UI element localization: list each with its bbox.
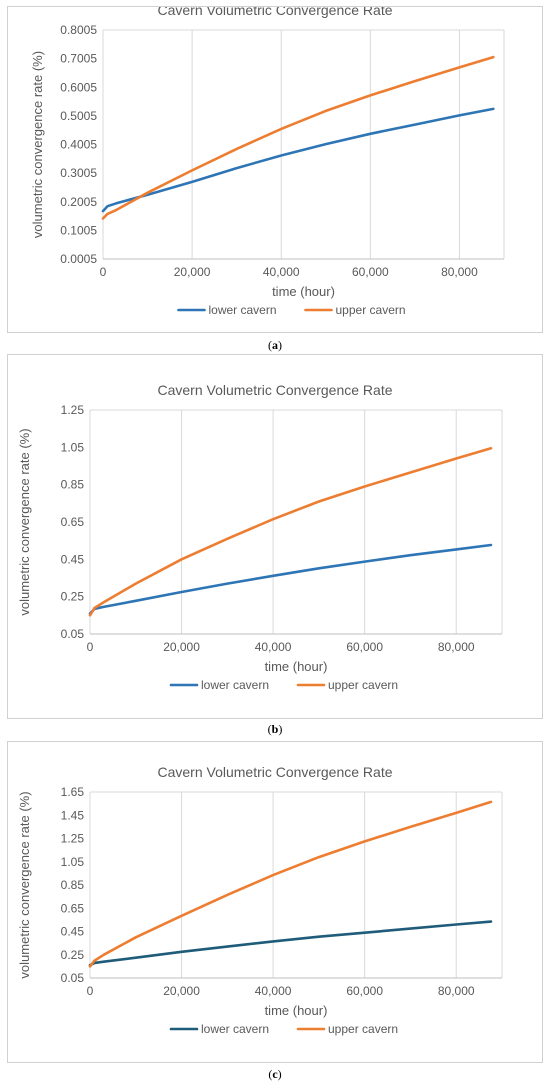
y-tick-label: 0.25 <box>61 590 85 604</box>
x-tick-label: 40,000 <box>263 265 300 279</box>
legend-label: lower cavern <box>201 678 269 692</box>
legend-label: upper cavern <box>328 1022 398 1036</box>
series-line <box>101 55 495 220</box>
x-tick-label: 60,000 <box>346 984 383 998</box>
y-tick-label: 1.65 <box>61 785 85 799</box>
chart-svg-b: Cavern Volumetric Convergence Rate 0.05 0.… <box>17 382 503 692</box>
y-tick-label: 0.6005 <box>60 80 97 94</box>
x-tick-label: 60,000 <box>346 640 383 654</box>
y-tick-label: 0.85 <box>61 878 85 892</box>
y-tick-label: 0.05 <box>61 627 85 641</box>
chart-title: Cavern Volumetric Convergence Rate <box>157 764 392 780</box>
x-tick-label: 0 <box>87 984 94 998</box>
y-axis-label: volumetric convergence rate (%) <box>30 51 45 238</box>
caption-a: (a) <box>268 338 282 352</box>
caption-c: (c) <box>268 1067 282 1081</box>
y-tick-label: 1.45 <box>61 808 85 822</box>
legend-label: upper cavern <box>336 303 406 317</box>
legend-label: lower cavern <box>201 1022 269 1036</box>
y-tick-label: 0.05 <box>61 971 85 985</box>
chart-panel-b: Cavern Volumetric Convergence Rate 0.05 0.… <box>7 354 543 719</box>
chart-panel-c: Cavern Volumetric Convergence Rate 0.05 0.… <box>7 741 543 1063</box>
y-tick-label: 0.45 <box>61 552 85 566</box>
x-tick-label: 0 <box>87 640 94 654</box>
y-tick-label: 0.5005 <box>60 109 97 123</box>
y-tick-label: 0.65 <box>61 901 85 915</box>
x-tick-label: 80,000 <box>438 640 475 654</box>
y-axis-label: volumetric convergence rate (%) <box>17 428 32 615</box>
caption-letter: c <box>272 1067 278 1081</box>
legend-label: upper cavern <box>328 678 398 692</box>
x-tick-label: 20,000 <box>163 640 200 654</box>
legend-label: lower cavern <box>209 303 277 317</box>
series-line <box>88 447 493 617</box>
x-tick-label: 20,000 <box>174 265 211 279</box>
series-line <box>101 107 495 213</box>
series-line <box>88 920 493 967</box>
series-line <box>88 800 493 968</box>
chart-svg-c: Cavern Volumetric Convergence Rate 0.05 0.… <box>17 764 503 1036</box>
x-tick-label: 60,000 <box>352 265 389 279</box>
y-tick-label: 0.0005 <box>60 252 97 266</box>
y-tick-label: 1.05 <box>61 855 85 869</box>
caption-b: (b) <box>267 722 283 736</box>
chart-title: Cavern Volumetric Convergence Rate <box>157 382 392 398</box>
caption-letter: a <box>272 338 278 352</box>
y-tick-label: 0.3005 <box>60 166 97 180</box>
x-tick-label: 0 <box>100 265 107 279</box>
y-tick-label: 0.65 <box>61 515 85 529</box>
chart-title: Cavern Volumetric Convergence Rate <box>157 7 392 18</box>
y-tick-label: 0.85 <box>61 478 85 492</box>
y-tick-label: 0.2005 <box>60 195 97 209</box>
y-tick-label: 0.25 <box>61 948 85 962</box>
chart-svg-a: Cavern Volumetric Convergence Rate 0.0005… <box>30 7 505 317</box>
x-axis-label: time (hour) <box>272 284 335 299</box>
y-tick-label: 1.25 <box>61 403 85 417</box>
y-tick-label: 0.4005 <box>60 138 97 152</box>
x-tick-label: 80,000 <box>438 984 475 998</box>
x-tick-label: 20,000 <box>163 984 200 998</box>
chart-panel-a: Cavern Volumetric Convergence Rate 0.0005… <box>7 6 543 333</box>
x-tick-label: 80,000 <box>441 265 478 279</box>
y-tick-label: 0.45 <box>61 925 85 939</box>
y-tick-label: 1.05 <box>61 440 85 454</box>
caption-letter: b <box>271 722 279 736</box>
y-tick-label: 0.7005 <box>60 52 97 66</box>
y-tick-label: 1.25 <box>61 832 85 846</box>
y-axis-label: volumetric convergence rate (%) <box>17 791 32 978</box>
x-tick-label: 40,000 <box>255 640 292 654</box>
x-axis-label: time (hour) <box>265 1003 328 1018</box>
x-tick-label: 40,000 <box>255 984 292 998</box>
x-axis-label: time (hour) <box>265 659 328 674</box>
y-tick-label: 0.1005 <box>60 223 97 237</box>
series-line <box>88 543 493 615</box>
y-tick-label: 0.8005 <box>60 23 97 37</box>
